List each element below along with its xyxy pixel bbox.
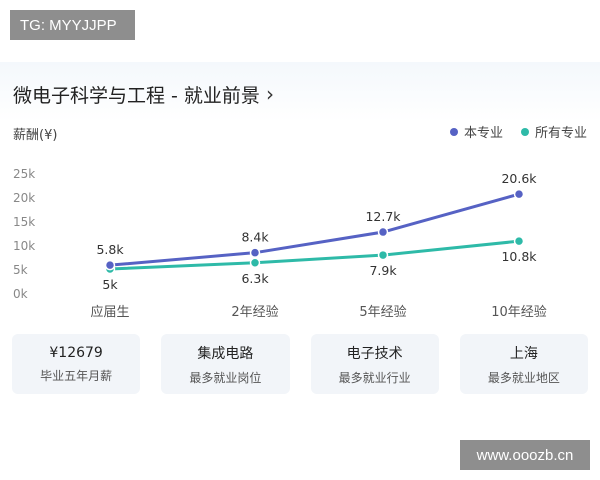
y-tick-label: 20k <box>13 191 35 205</box>
data-point <box>377 249 389 261</box>
y-tick-label: 10k <box>13 239 35 253</box>
x-tick-label: 2年经验 <box>231 304 278 320</box>
stat-label: 毕业五年月薪 <box>40 368 113 383</box>
watermark-top-left: TG: MYYJJPP <box>10 10 135 40</box>
section-title[interactable]: 微电子科学与工程 - 就业前景 › <box>13 80 274 108</box>
x-tick-label: 5年经验 <box>359 304 406 320</box>
page-title: 微电子科学与工程 - 就业前景 <box>13 84 260 107</box>
stat-card-region[interactable]: 上海 最多就业地区 <box>459 334 588 394</box>
stat-value: 电子技术 <box>346 345 403 362</box>
data-point <box>104 259 116 271</box>
legend-item-all-majors: 所有专业 <box>520 122 587 141</box>
data-label: 20.6k <box>501 171 537 186</box>
data-point <box>513 188 525 200</box>
data-label: 5.8k <box>96 242 124 257</box>
salary-line-chart: 0k 5k 10k 15k 20k 25k 应届生 2年经验 5年经验 10年经验 5.8k 8.4k… <box>13 167 547 320</box>
legend-dot-icon <box>449 127 458 136</box>
data-label: 10.8k <box>501 249 537 264</box>
data-point <box>249 257 261 269</box>
data-label: 7.9k <box>369 263 397 278</box>
chart-legend: 本专业 所有专业 <box>449 122 587 141</box>
series-line <box>108 192 521 267</box>
stat-value: 集成电路 <box>197 345 254 362</box>
chevron-right-icon: › <box>265 82 274 106</box>
y-tick-label: 15k <box>13 215 35 229</box>
series-line <box>108 239 521 271</box>
data-point <box>249 247 261 258</box>
data-label: 8.4k <box>241 230 269 245</box>
legend-label: 本专业 <box>463 126 503 141</box>
stat-value: ¥12679 <box>49 344 103 361</box>
y-tick-label: 25k <box>13 167 35 181</box>
legend-label: 所有专业 <box>534 126 587 141</box>
stat-label: 最多就业岗位 <box>189 370 262 385</box>
x-tick-label: 应届生 <box>90 304 129 320</box>
data-label: 5k <box>102 277 118 292</box>
legend-item-this-major: 本专业 <box>449 122 503 141</box>
y-tick-label: 0k <box>13 287 28 301</box>
stat-card-industry[interactable]: 电子技术 最多就业行业 <box>310 334 439 394</box>
stat-label: 最多就业地区 <box>487 370 560 385</box>
data-label: 6.3k <box>241 271 269 286</box>
x-tick-label: 10年经验 <box>491 304 547 320</box>
y-tick-label: 5k <box>13 263 28 277</box>
legend-dot-icon <box>520 127 529 136</box>
y-axis-label: 薪酬(¥) <box>13 128 58 143</box>
stat-value: 上海 <box>509 345 538 362</box>
stat-card-position[interactable]: 集成电路 最多就业岗位 <box>161 334 290 394</box>
stats-row: ¥12679 毕业五年月薪 集成电路 最多就业岗位 电子技术 最多就业行业 上海… <box>12 334 588 394</box>
stat-label: 最多就业行业 <box>338 370 411 385</box>
watermark-bottom-right: www.ooozb.cn <box>460 440 590 470</box>
data-point <box>513 235 525 247</box>
stat-card-salary[interactable]: ¥12679 毕业五年月薪 <box>12 334 141 394</box>
data-point <box>377 226 389 238</box>
data-label: 12.7k <box>365 209 401 224</box>
